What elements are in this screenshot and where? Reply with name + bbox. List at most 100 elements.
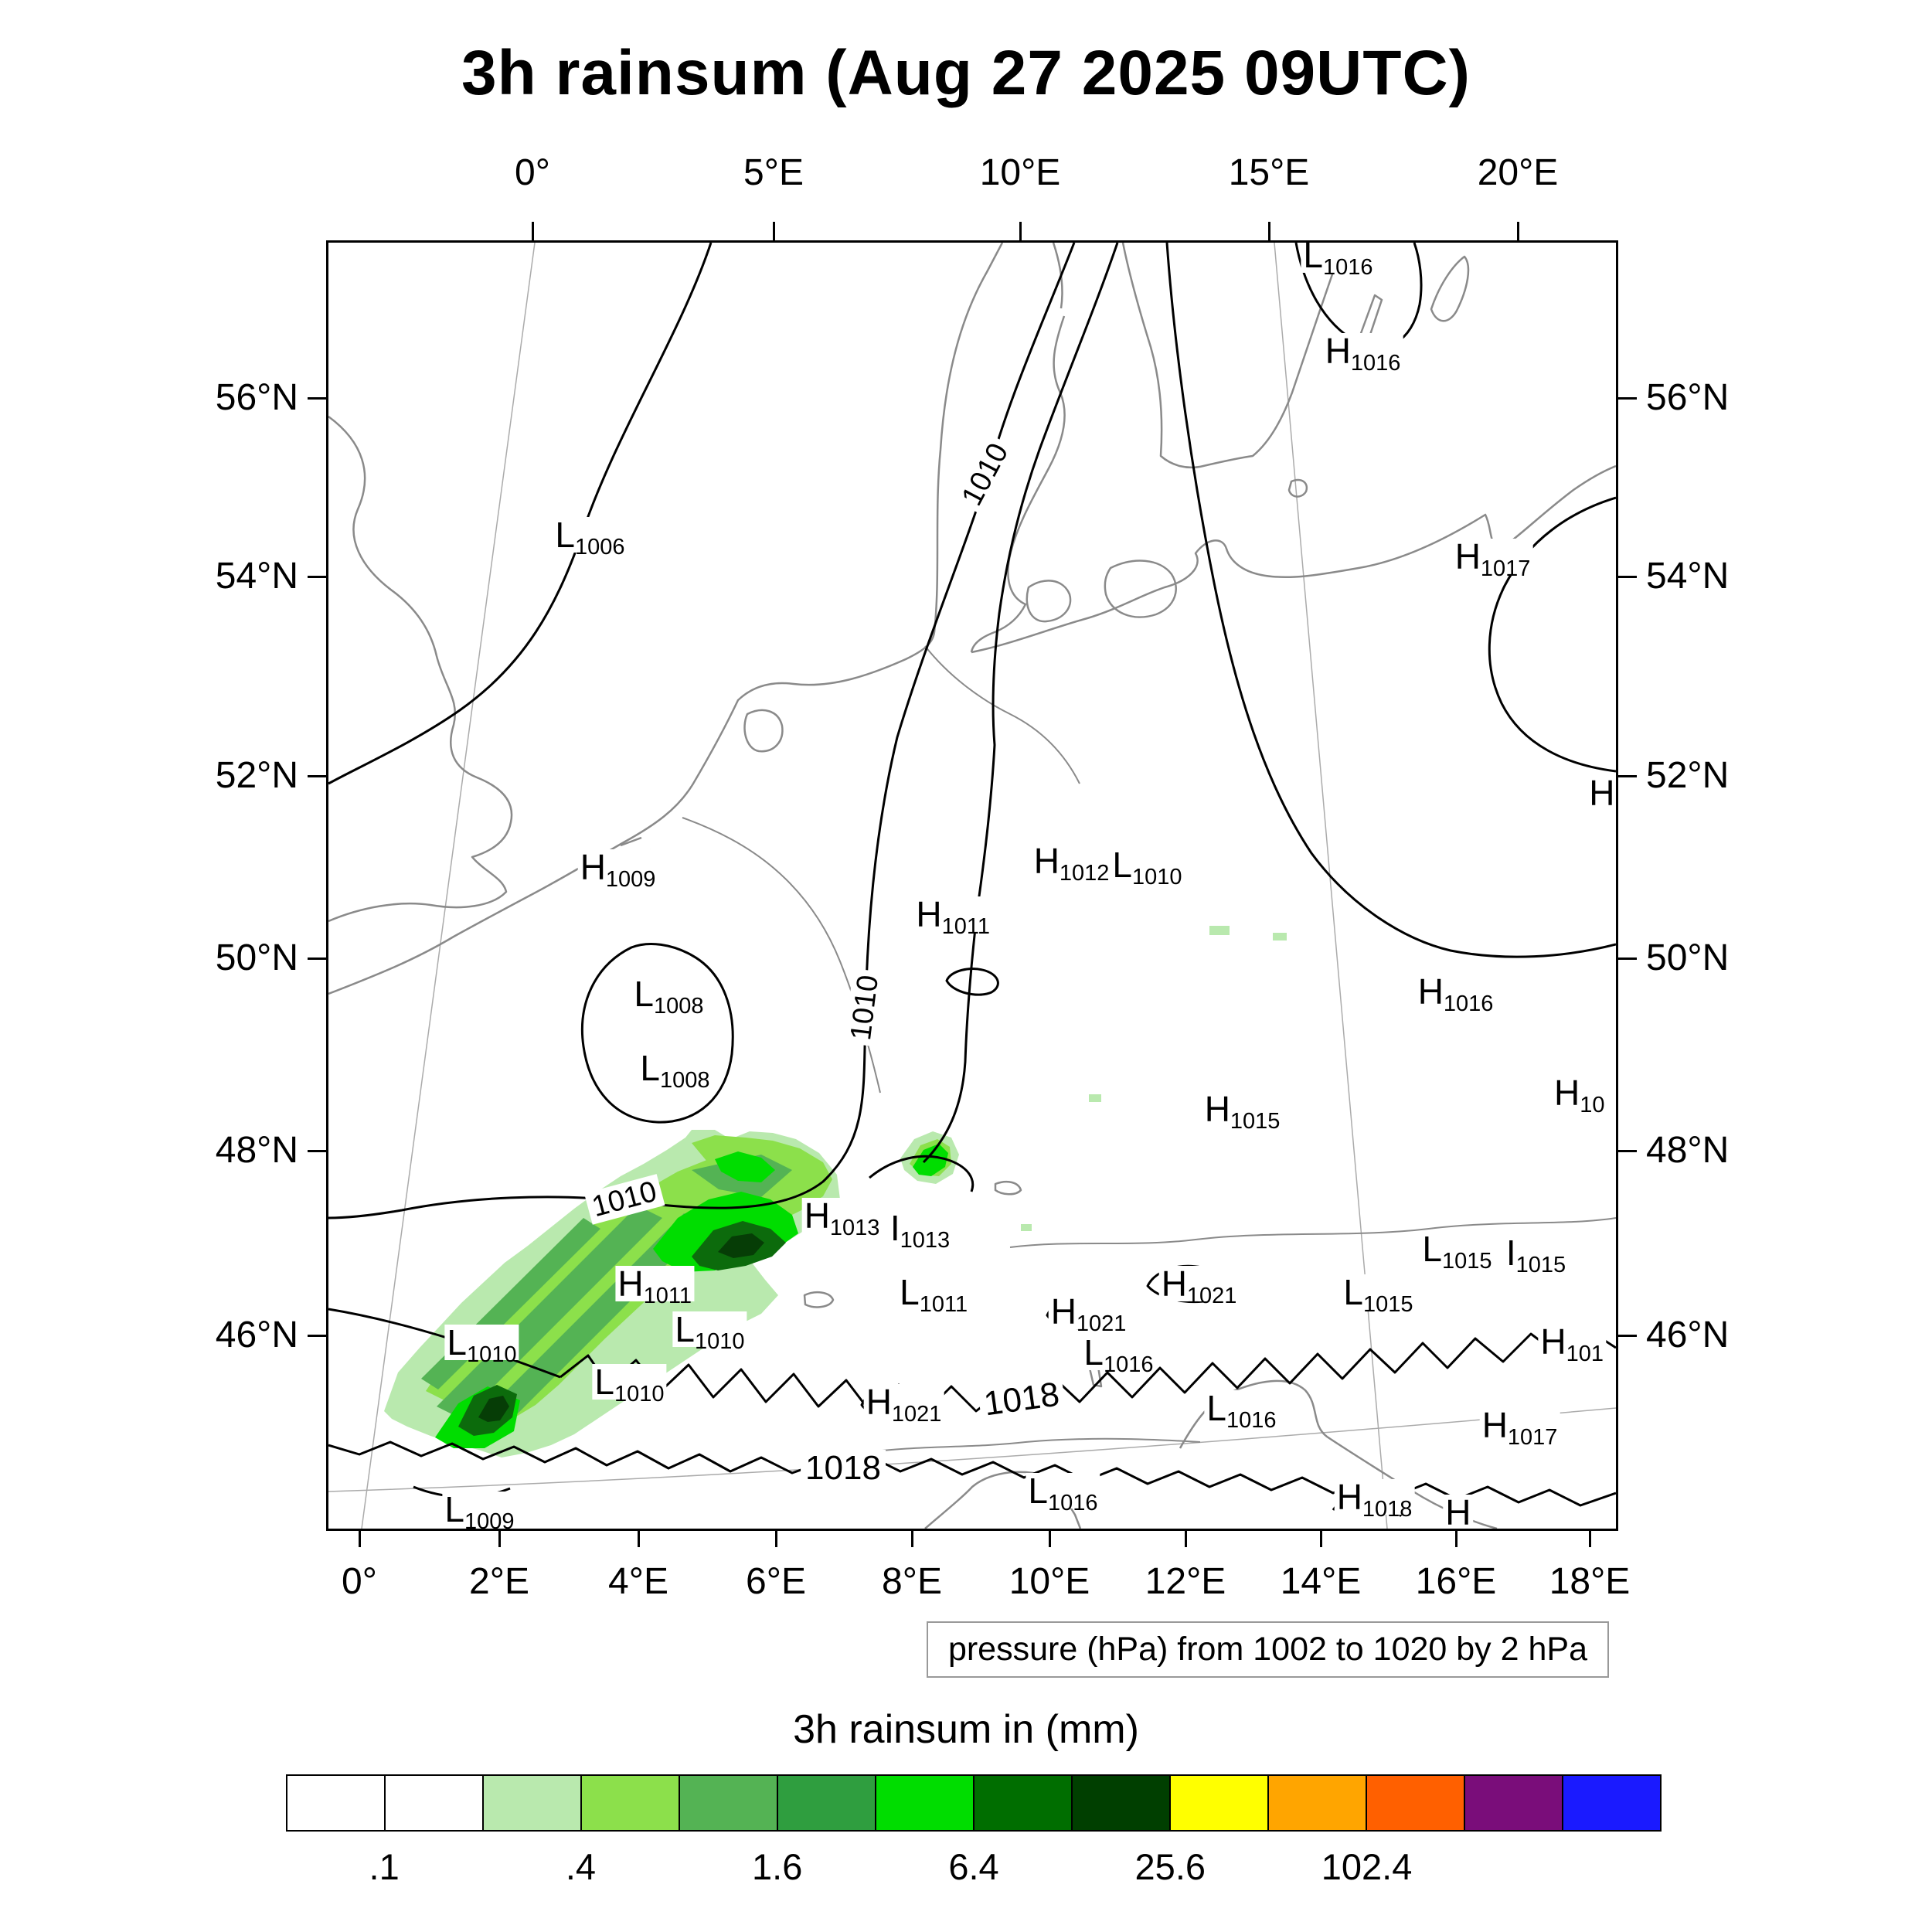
- pressure-value: 1018: [1362, 1497, 1413, 1522]
- axis-tick-bottom: [1184, 1529, 1187, 1547]
- pressure-value: 1010: [614, 1382, 665, 1406]
- pressure-center-i: I1015: [1503, 1235, 1569, 1277]
- axis-tick-bottom: [1588, 1529, 1591, 1547]
- axis-label-bottom: 0°: [342, 1561, 377, 1602]
- pressure-center-l: L1006: [553, 515, 628, 559]
- pressure-letter: L: [1112, 845, 1132, 885]
- pressure-letter: L: [1083, 1332, 1104, 1372]
- axis-tick-top: [1267, 222, 1270, 240]
- axis-tick-bottom: [1319, 1529, 1322, 1547]
- pressure-center-i: I1013: [887, 1210, 953, 1252]
- colorbar-segment-9: [1071, 1774, 1171, 1832]
- axis-label-bottom: 12°E: [1145, 1561, 1226, 1602]
- axis-tick-bottom: [910, 1529, 913, 1547]
- pressure-letter: H: [1325, 331, 1351, 371]
- pressure-value: 1016: [1350, 351, 1401, 376]
- pressure-letter: L: [640, 1048, 660, 1088]
- axis-tick-bottom: [637, 1529, 640, 1547]
- colorbar: [286, 1774, 1662, 1832]
- axis-tick-bottom: [498, 1529, 501, 1547]
- pressure-value: 1009: [464, 1509, 515, 1531]
- pressure-letter: H: [1417, 971, 1444, 1012]
- isobar-labels-layer: 1010 1010 1010 1018 1018: [328, 243, 1616, 1529]
- colorbar-tick-label: 25.6: [1134, 1846, 1206, 1887]
- pressure-center-l: L1010: [444, 1322, 519, 1366]
- axis-label-right: 48°N: [1646, 1130, 1730, 1171]
- pressure-value: 1016: [1103, 1352, 1154, 1377]
- axis-tick-bottom: [1048, 1529, 1051, 1547]
- pressure-letter: L: [900, 1272, 920, 1312]
- colorbar-tick-label: 1.6: [752, 1846, 803, 1887]
- pressure-value: 1006: [574, 535, 625, 560]
- pressure-value: 1010: [694, 1329, 745, 1354]
- pressure-value: 1021: [891, 1402, 942, 1427]
- colorbar-tick-label: 102.4: [1321, 1846, 1413, 1887]
- pressure-value: 1011: [941, 914, 991, 939]
- axis-tick-left: [308, 957, 326, 960]
- pressure-center-l: L1009: [442, 1489, 517, 1529]
- pressure-center-h: H: [1443, 1495, 1474, 1529]
- axis-label-bottom: 16°E: [1415, 1561, 1497, 1602]
- pressure-center-l: L1010: [1110, 845, 1185, 889]
- pressure-center-h: H1021: [863, 1382, 944, 1426]
- pressure-letter: L: [1028, 1471, 1048, 1511]
- pressure-center-h: H1011: [913, 894, 993, 938]
- pressure-letter: L: [447, 1322, 467, 1362]
- pressure-letter: L: [1206, 1388, 1226, 1428]
- axis-label-left: 50°N: [215, 937, 298, 978]
- pressure-value: 1015: [1362, 1292, 1413, 1317]
- axis-tick-top: [1019, 222, 1022, 240]
- pressure-center-l: L1016: [1026, 1471, 1100, 1515]
- axis-label-left: 48°N: [215, 1130, 298, 1171]
- pressure-letter: L: [675, 1309, 695, 1349]
- pressure-value: 1021: [1076, 1311, 1127, 1336]
- colorbar-segment-2: [384, 1774, 484, 1832]
- pressure-letter: H: [804, 1196, 830, 1236]
- axis-tick-left: [308, 1334, 326, 1337]
- axis-label-bottom: 10°E: [1009, 1561, 1090, 1602]
- pressure-letter: L: [555, 515, 575, 555]
- pressure-value: 101: [1566, 1342, 1604, 1366]
- axis-label-bottom: 6°E: [746, 1561, 806, 1602]
- axis-tick-left: [308, 575, 326, 578]
- colorbar-segment-8: [973, 1774, 1073, 1832]
- axis-label-bottom: 14°E: [1280, 1561, 1362, 1602]
- isobar-label: 1018: [977, 1375, 1066, 1424]
- pressure-value: 1011: [919, 1292, 968, 1317]
- colorbar-segment-7: [875, 1774, 975, 1832]
- axis-label-right: 46°N: [1646, 1315, 1730, 1355]
- pressure-center-h: H1009: [577, 849, 658, 891]
- axis-label-top: 10°E: [979, 152, 1061, 193]
- pressure-value: 1016: [1443, 992, 1494, 1016]
- pressure-center-l: L1008: [631, 976, 706, 1018]
- axis-tick-bottom: [774, 1529, 777, 1547]
- colorbar-tick-label: 6.4: [948, 1846, 999, 1887]
- axis-label-top: 5°E: [743, 152, 804, 193]
- pressure-letter: H: [866, 1382, 892, 1422]
- pressure-value: 1008: [653, 994, 704, 1019]
- pressure-value: 1012: [1059, 861, 1110, 886]
- pressure-center-h: H1016: [1322, 331, 1403, 375]
- pressure-center-l: L1011: [897, 1272, 971, 1316]
- pressure-letter: H: [617, 1264, 644, 1304]
- pressure-letter: H: [1204, 1089, 1230, 1129]
- page-title: 3h rainsum (Aug 27 2025 09UTC): [461, 38, 1471, 108]
- axis-label-left: 46°N: [215, 1315, 298, 1355]
- colorbar-segment-1: [286, 1774, 386, 1832]
- pressure-center-h: H1013: [801, 1196, 883, 1240]
- axis-tick-right: [1618, 1149, 1637, 1152]
- axis-tick-top: [772, 222, 775, 240]
- pressure-value: 1017: [1480, 556, 1531, 581]
- pressure-letter: H: [916, 894, 942, 934]
- isobar-label: 1018: [801, 1450, 886, 1487]
- axis-label-top: 20°E: [1477, 152, 1559, 193]
- pressure-center-h: H10: [1551, 1075, 1607, 1117]
- pressure-center-l: L1015: [1420, 1231, 1495, 1273]
- colorbar-segment-6: [777, 1774, 876, 1832]
- pressure-letter: L: [444, 1489, 464, 1529]
- pressure-center-h: H1016: [1415, 971, 1496, 1015]
- colorbar-segment-3: [482, 1774, 582, 1832]
- axis-label-bottom: 4°E: [608, 1561, 668, 1602]
- pressure-center-h: H1011: [615, 1264, 695, 1308]
- axis-label-right: 52°N: [1646, 755, 1730, 796]
